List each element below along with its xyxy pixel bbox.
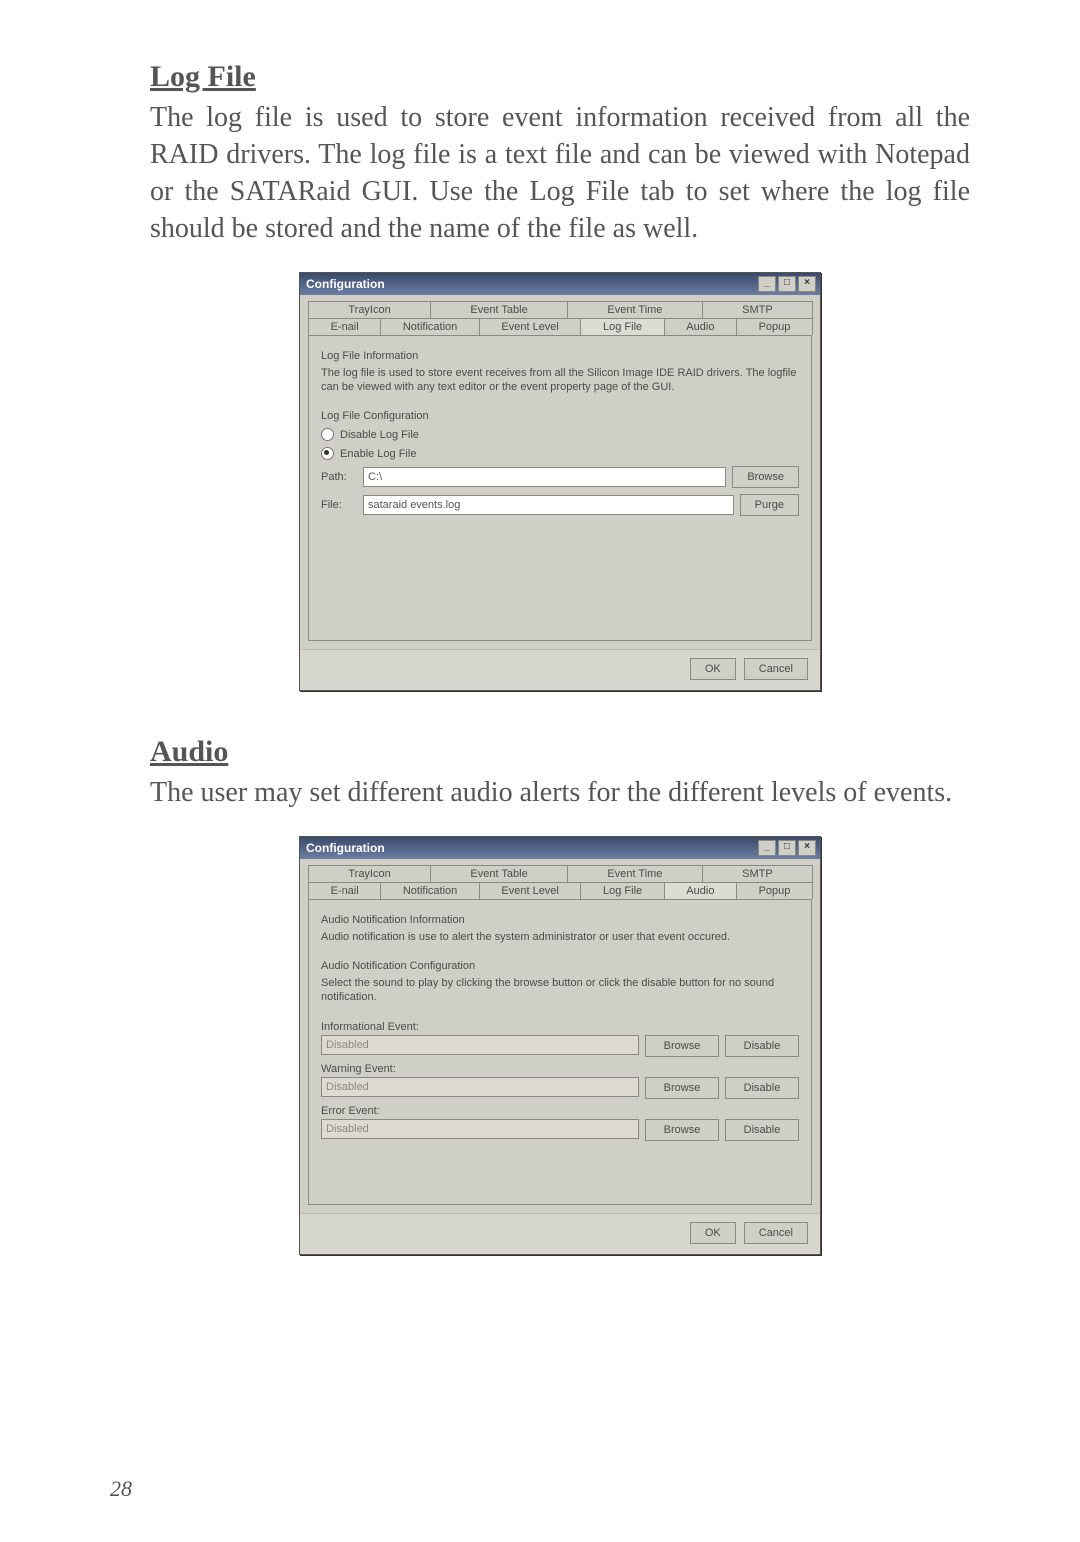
info-event-label: Informational Event: xyxy=(321,1021,799,1033)
logfile-body: The log file is used to store event info… xyxy=(150,100,970,248)
cancel-button[interactable]: Cancel xyxy=(744,658,808,680)
tab-eventtime[interactable]: Event Time xyxy=(567,301,703,318)
tab-popup[interactable]: Popup xyxy=(736,318,813,335)
maximize-button[interactable]: □ xyxy=(778,276,796,292)
logfile-heading: Log File xyxy=(150,60,970,94)
disable-button[interactable]: Disable xyxy=(725,1035,799,1057)
logfile-info-text: The log file is used to store event rece… xyxy=(321,366,799,395)
browse-button[interactable]: Browse xyxy=(645,1035,719,1057)
browse-button[interactable]: Browse xyxy=(645,1119,719,1141)
logfile-panel: Log File Information The log file is use… xyxy=(308,335,812,641)
close-button[interactable]: × xyxy=(798,276,816,292)
tab-email[interactable]: E-nail xyxy=(308,882,381,899)
dialog-tabs: TrayIcon Event Table Event Time SMTP E-n… xyxy=(300,295,820,335)
disable-button[interactable]: Disable xyxy=(725,1077,799,1099)
radio-icon xyxy=(321,428,334,441)
tab-trayicon[interactable]: TrayIcon xyxy=(308,301,431,318)
path-label: Path: xyxy=(321,471,357,483)
config-dialog-audio: Configuration _ □ × TrayIcon Event Table… xyxy=(299,836,821,1255)
tab-logfile[interactable]: Log File xyxy=(580,882,664,899)
tab-eventlevel[interactable]: Event Level xyxy=(479,318,582,335)
window-buttons: _ □ × xyxy=(758,840,816,856)
logfile-screenshot: Configuration _ □ × TrayIcon Event Table… xyxy=(150,272,970,691)
dialog-tabs: TrayIcon Event Table Event Time SMTP E-n… xyxy=(300,859,820,899)
enable-log-radio[interactable]: Enable Log File xyxy=(321,447,799,460)
warn-event-row: Disabled Browse Disable xyxy=(321,1077,799,1099)
error-event-label: Error Event: xyxy=(321,1105,799,1117)
tab-notif[interactable]: Notification xyxy=(380,318,480,335)
cancel-button[interactable]: Cancel xyxy=(744,1222,808,1244)
tab-eventlevel[interactable]: Event Level xyxy=(479,882,582,899)
disable-log-label: Disable Log File xyxy=(340,429,419,441)
tab-logfile[interactable]: Log File xyxy=(580,318,664,335)
ok-button[interactable]: OK xyxy=(690,1222,736,1244)
dialog-footer: OK Cancel xyxy=(300,1213,820,1254)
tab-eventtable[interactable]: Event Table xyxy=(430,865,568,882)
maximize-button[interactable]: □ xyxy=(778,840,796,856)
browse-button[interactable]: Browse xyxy=(645,1077,719,1099)
disable-log-radio[interactable]: Disable Log File xyxy=(321,428,799,441)
path-input[interactable]: C:\ xyxy=(363,467,726,487)
dialog-titlebar: Configuration _ □ × xyxy=(300,273,820,295)
info-event-row: Disabled Browse Disable xyxy=(321,1035,799,1057)
audio-heading: Audio xyxy=(150,735,970,769)
ok-button[interactable]: OK xyxy=(690,658,736,680)
logfile-info-label: Log File Information xyxy=(321,350,799,362)
tab-trayicon[interactable]: TrayIcon xyxy=(308,865,431,882)
path-row: Path: C:\ Browse xyxy=(321,466,799,488)
window-buttons: _ □ × xyxy=(758,276,816,292)
config-dialog-logfile: Configuration _ □ × TrayIcon Event Table… xyxy=(299,272,821,691)
audio-info-text: Audio notification is use to alert the s… xyxy=(321,930,799,944)
error-event-input[interactable]: Disabled xyxy=(321,1119,639,1139)
audio-info-label: Audio Notification Information xyxy=(321,914,799,926)
purge-button[interactable]: Purge xyxy=(740,494,799,516)
audio-config-label: Audio Notification Configuration xyxy=(321,960,799,972)
manual-page: Log File The log file is used to store e… xyxy=(0,0,1080,1542)
dialog-title: Configuration xyxy=(306,277,385,291)
warn-event-input[interactable]: Disabled xyxy=(321,1077,639,1097)
audio-screenshot: Configuration _ □ × TrayIcon Event Table… xyxy=(150,836,970,1255)
tab-eventtime[interactable]: Event Time xyxy=(567,865,703,882)
tab-smtp[interactable]: SMTP xyxy=(702,301,813,318)
file-input[interactable]: sataraid events.log xyxy=(363,495,734,515)
enable-log-label: Enable Log File xyxy=(340,448,416,460)
disable-button[interactable]: Disable xyxy=(725,1119,799,1141)
tab-email[interactable]: E-nail xyxy=(308,318,381,335)
file-row: File: sataraid events.log Purge xyxy=(321,494,799,516)
dialog-title: Configuration xyxy=(306,841,385,855)
dialog-titlebar: Configuration _ □ × xyxy=(300,837,820,859)
tab-smtp[interactable]: SMTP xyxy=(702,865,813,882)
audio-config-text: Select the sound to play by clicking the… xyxy=(321,976,799,1005)
minimize-button[interactable]: _ xyxy=(758,840,776,856)
audio-panel: Audio Notification Information Audio not… xyxy=(308,899,812,1205)
page-number: 28 xyxy=(110,1476,132,1502)
tab-audio[interactable]: Audio xyxy=(664,318,737,335)
tab-audio[interactable]: Audio xyxy=(664,882,737,899)
warn-event-label: Warning Event: xyxy=(321,1063,799,1075)
tab-eventtable[interactable]: Event Table xyxy=(430,301,568,318)
radio-icon xyxy=(321,447,334,460)
info-event-input[interactable]: Disabled xyxy=(321,1035,639,1055)
audio-body: The user may set different audio alerts … xyxy=(150,775,970,812)
logfile-config-label: Log File Configuration xyxy=(321,410,799,422)
tab-popup[interactable]: Popup xyxy=(736,882,813,899)
minimize-button[interactable]: _ xyxy=(758,276,776,292)
tab-notif[interactable]: Notification xyxy=(380,882,480,899)
browse-button[interactable]: Browse xyxy=(732,466,799,488)
dialog-footer: OK Cancel xyxy=(300,649,820,690)
close-button[interactable]: × xyxy=(798,840,816,856)
error-event-row: Disabled Browse Disable xyxy=(321,1119,799,1141)
file-label: File: xyxy=(321,499,357,511)
